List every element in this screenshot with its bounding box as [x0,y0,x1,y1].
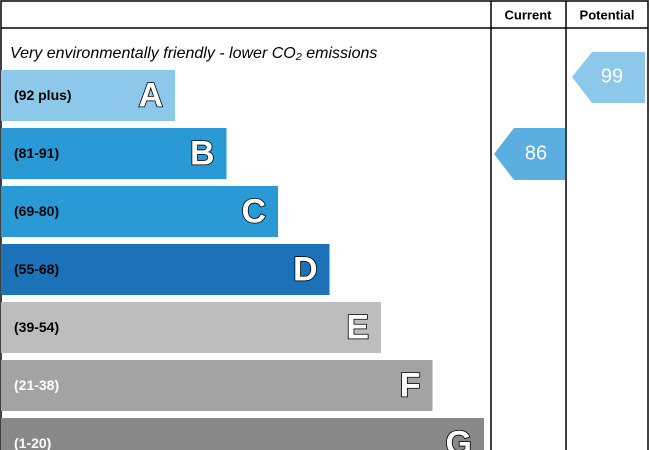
current-header: Current [505,7,553,22]
band-bar [1,244,330,295]
band-bar [1,418,484,450]
band-range: (39-54) [14,319,59,335]
band-range: (81-91) [14,145,59,161]
band-letter: E [346,308,369,346]
band-bar [1,302,381,353]
band-letter: F [400,366,421,404]
band-range: (21-38) [14,377,59,393]
current-arrow [494,128,565,180]
potential-score: 99 [601,65,623,87]
band-range: (92 plus) [14,87,72,103]
band-range: (55-68) [14,261,59,277]
band-bar [1,128,227,179]
band-letter: C [241,192,266,230]
bands: (92 plus) A (81-91) B (69-80) C (55-68) D (39-54… [1,70,484,450]
band-bar [1,70,175,121]
band-letter: D [293,250,318,288]
band-letter: A [138,76,163,114]
band-range: (69-80) [14,203,59,219]
band-letter: G [446,424,472,450]
current-score: 86 [525,142,547,164]
band-bar [1,360,433,411]
band-bar [1,186,278,237]
subtitle: Very environmentally friendly - lower CO… [10,45,377,62]
potential-arrow [572,52,645,103]
band-letter: B [190,134,215,172]
potential-header: Potential [580,7,635,22]
band-range: (1-20) [14,435,51,450]
